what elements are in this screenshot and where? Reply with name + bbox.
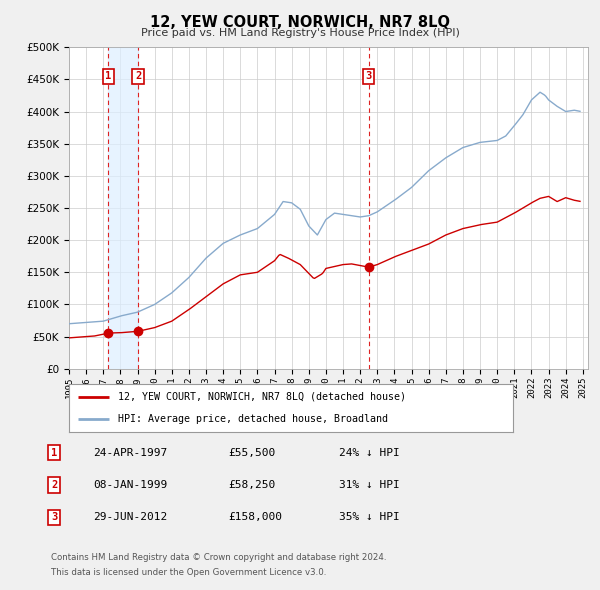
Text: 29-JUN-2012: 29-JUN-2012 [93,513,167,522]
Text: £158,000: £158,000 [228,513,282,522]
Bar [109,47,138,369]
Text: 1: 1 [105,71,112,81]
Text: 24% ↓ HPI: 24% ↓ HPI [339,448,400,457]
Text: 2: 2 [51,480,57,490]
Text: This data is licensed under the Open Government Licence v3.0.: This data is licensed under the Open Gov… [51,568,326,577]
Text: 24-APR-1997: 24-APR-1997 [93,448,167,457]
Text: Price paid vs. HM Land Registry's House Price Index (HPI): Price paid vs. HM Land Registry's House … [140,28,460,38]
Text: 08-JAN-1999: 08-JAN-1999 [93,480,167,490]
Text: 12, YEW COURT, NORWICH, NR7 8LQ (detached house): 12, YEW COURT, NORWICH, NR7 8LQ (detache… [118,392,406,402]
Text: £58,250: £58,250 [228,480,275,490]
Text: Contains HM Land Registry data © Crown copyright and database right 2024.: Contains HM Land Registry data © Crown c… [51,553,386,562]
Text: 3: 3 [51,513,57,522]
Text: 3: 3 [365,71,372,81]
Text: HPI: Average price, detached house, Broadland: HPI: Average price, detached house, Broa… [118,414,388,424]
Text: 1: 1 [51,448,57,457]
Text: 35% ↓ HPI: 35% ↓ HPI [339,513,400,522]
Text: 31% ↓ HPI: 31% ↓ HPI [339,480,400,490]
Text: £55,500: £55,500 [228,448,275,457]
Text: 2: 2 [135,71,141,81]
Text: 12, YEW COURT, NORWICH, NR7 8LQ: 12, YEW COURT, NORWICH, NR7 8LQ [150,15,450,30]
